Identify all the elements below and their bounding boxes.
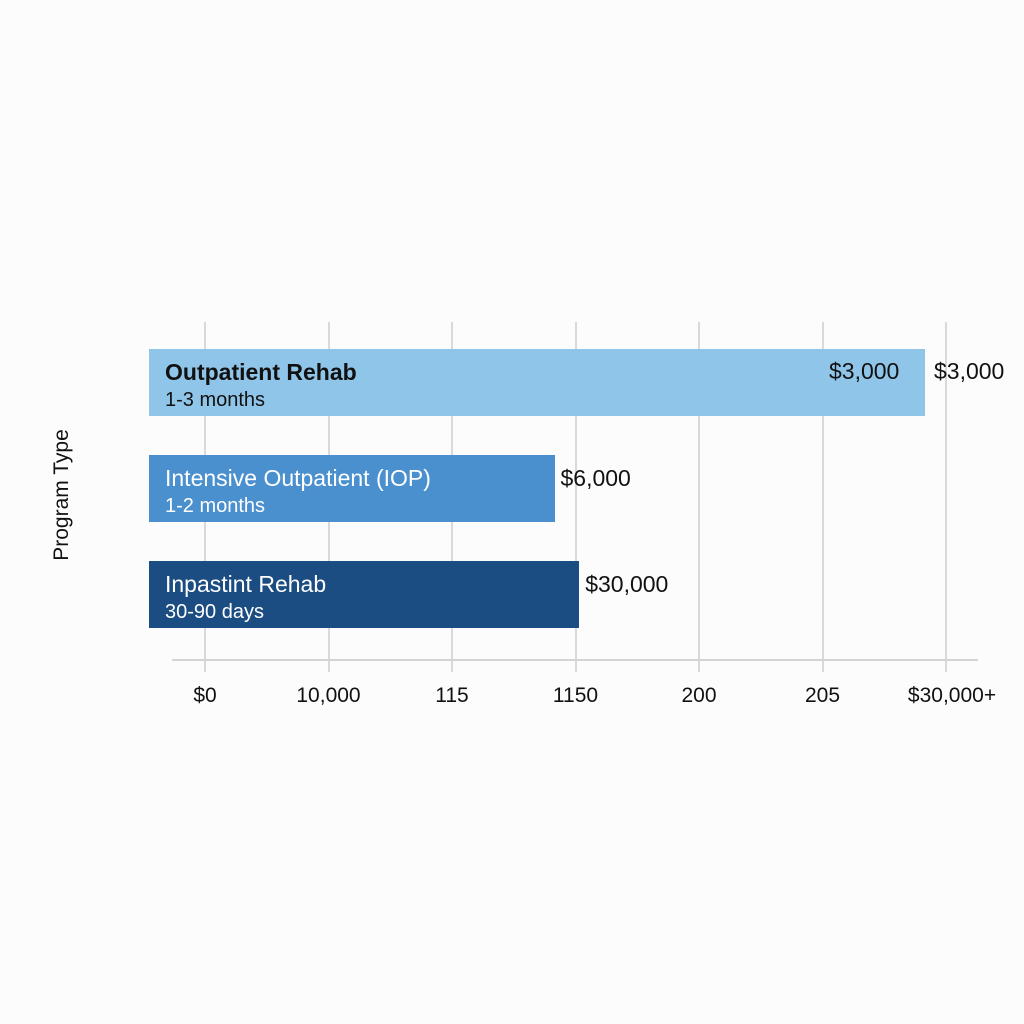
x-tick-label: $30,000+ xyxy=(907,684,997,707)
y-axis-label: Program Type xyxy=(50,429,73,561)
x-tick-label: 200 xyxy=(681,684,717,707)
x-tick-label: $0 xyxy=(193,684,217,707)
bar: Intensive Outpatient (IOP) 1-2 months xyxy=(149,455,555,522)
bar: Inpastint Rehab 30-90 days xyxy=(149,561,580,628)
x-axis-line xyxy=(172,659,978,661)
x-tick-label: 115 xyxy=(435,684,469,707)
bar-value-label: $6,000 xyxy=(560,465,631,491)
bar-duration-label: 1-3 months xyxy=(165,389,266,411)
bar-duration-label: 30-90 days xyxy=(165,601,264,623)
gridline xyxy=(698,322,700,672)
x-tick-label: 205 xyxy=(804,684,841,707)
x-tick-label: 10,000 xyxy=(296,684,361,707)
gridline xyxy=(945,322,947,672)
x-tick-label: 1150 xyxy=(552,684,599,707)
bar-category-label: Inpastint Rehab xyxy=(165,571,327,597)
bar-category-label: Outpatient Rehab xyxy=(165,359,357,385)
bar-category-label: Intensive Outpatient (IOP) xyxy=(165,465,431,491)
bar-duration-label: 1-2 months xyxy=(165,495,266,517)
bar: Outpatient Rehab 1-3 months xyxy=(149,349,925,416)
bar-value-label: $3,000 xyxy=(829,358,900,384)
gridline xyxy=(821,322,824,672)
bar-value-label: $30,000 xyxy=(585,571,669,597)
gridline xyxy=(574,322,577,672)
bar-value-label: $3,000 xyxy=(934,358,1005,384)
